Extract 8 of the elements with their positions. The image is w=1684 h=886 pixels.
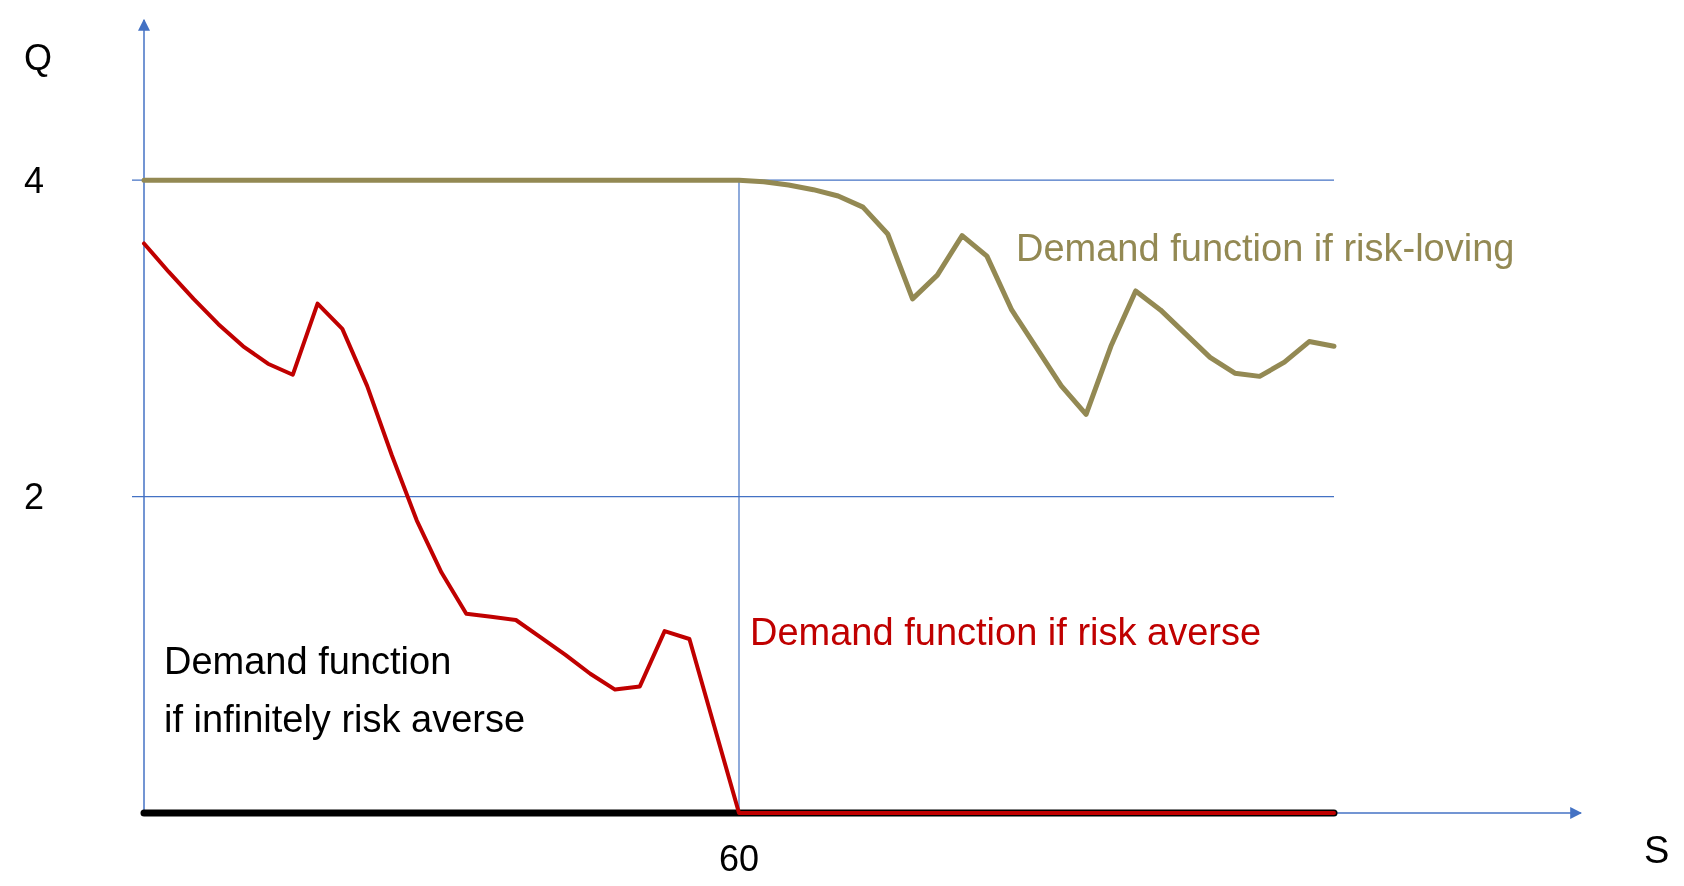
annotation: Demand function if risk averse (750, 611, 1262, 653)
annotation: Demand function if infinitely risk averse (164, 640, 526, 740)
y-tick-label: 2 (23, 476, 45, 518)
y-axis-title: Q (23, 37, 53, 78)
text: S (1644, 829, 1670, 871)
y-tick-label: 4 (23, 159, 45, 201)
annotation: Demand function if risk-loving (1016, 227, 1515, 269)
x-tick-label: 60 (718, 838, 760, 879)
